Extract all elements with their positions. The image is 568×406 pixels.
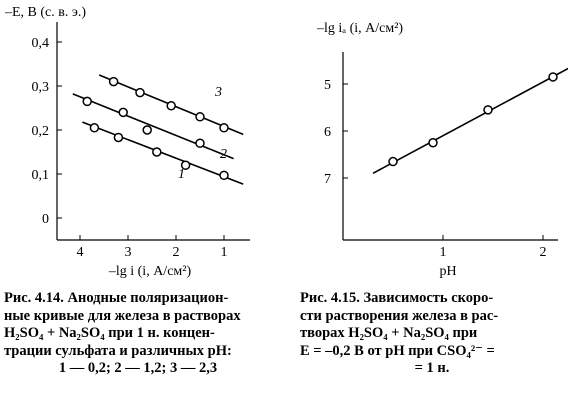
left-data-point-3 (135, 87, 145, 98)
left-fit-line-2 (72, 93, 234, 160)
left-data-point-1 (180, 160, 191, 170)
right-fit-line (372, 67, 568, 175)
left-data-point-3 (166, 101, 176, 111)
left-x-tick-label: 3 (125, 245, 132, 260)
right-y-tick-label: 7 (324, 172, 331, 187)
caption-line: Рис. 4.15. Зависимость скоро- (300, 290, 494, 306)
caption-line: 1 — 0,2; 2 — 1,2; 3 — 2,3 (58, 360, 218, 376)
left-series-label-2: 2 (220, 147, 227, 162)
left-y-tick-label: 0,3 (32, 80, 50, 95)
right-x-tick-label: 1 (440, 245, 447, 260)
left-y-tick-label: 0,4 (32, 36, 50, 51)
left-data-point-2 (118, 107, 128, 118)
right-y-axis-label: –lg iₐ (i, А/см²) (316, 21, 403, 36)
right-data-point (428, 138, 438, 148)
left-data-point-2 (142, 125, 152, 135)
caption-line: E = –0,2 В от pH при CSO₄²⁻ = (300, 342, 495, 359)
left-data-point-3 (219, 123, 229, 133)
caption-line: творах H₂SO₄ + Na₂SO₄ при (300, 325, 478, 341)
left-y-tick-label: 0,2 (32, 124, 50, 139)
left-fit-line-1 (82, 121, 244, 185)
left-data-point-1 (219, 170, 229, 181)
left-x-tick-label: 4 (77, 245, 84, 260)
caption-line: сти растворения железа в рас- (300, 307, 499, 324)
caption-line: = 1 н. (414, 360, 450, 376)
left-data-point-3 (195, 112, 205, 122)
left-data-point-2 (195, 138, 205, 148)
right-data-point (388, 156, 398, 167)
left-data-point-3 (108, 76, 119, 87)
right-x-axis-label: pH (439, 264, 456, 279)
left-data-point-1 (113, 132, 124, 143)
left-x-tick-label: 1 (221, 245, 228, 260)
left-data-point-1 (89, 123, 100, 133)
caption-line: трации сульфата и различных pH: (4, 342, 232, 359)
left-x-axis-label: –lg i (i, А/см²) (108, 264, 192, 279)
left-y-axis-label: –E, В (с. в. э.) (4, 5, 86, 20)
left-series-label-3: 3 (214, 85, 222, 100)
left-data-point-1 (152, 147, 162, 157)
right-x-tick-label: 2 (540, 245, 547, 260)
right-data-point (548, 72, 558, 82)
caption-figure-4-15: Рис. 4.15. Зависимость скоро- сти раство… (300, 290, 564, 378)
right-data-point (483, 105, 493, 115)
caption-line: ные кривые для железа в растворах (4, 307, 241, 324)
right-y-tick-label: 5 (324, 78, 331, 93)
left-data-point-2 (82, 96, 92, 107)
caption-line: Рис. 4.14. Анодные поляризацион- (4, 290, 229, 306)
left-x-tick-label: 2 (173, 245, 180, 260)
left-y-tick-label: 0,1 (32, 168, 50, 183)
right-y-tick-label: 6 (324, 125, 331, 140)
charts-canvas: 0 0,1 0,2 0,3 0,4 4 3 2 1 –E, В (с. в. э.) –lg i (… (4, 5, 568, 279)
left-series-label-1: 1 (178, 167, 185, 182)
caption-line: H₂SO₄ + Na₂SO₄ при 1 н. концен- (4, 325, 215, 341)
left-y-tick-label: 0 (42, 212, 49, 227)
caption-figure-4-14: Рис. 4.14. Анодные поляризацион- ные кри… (4, 290, 272, 378)
